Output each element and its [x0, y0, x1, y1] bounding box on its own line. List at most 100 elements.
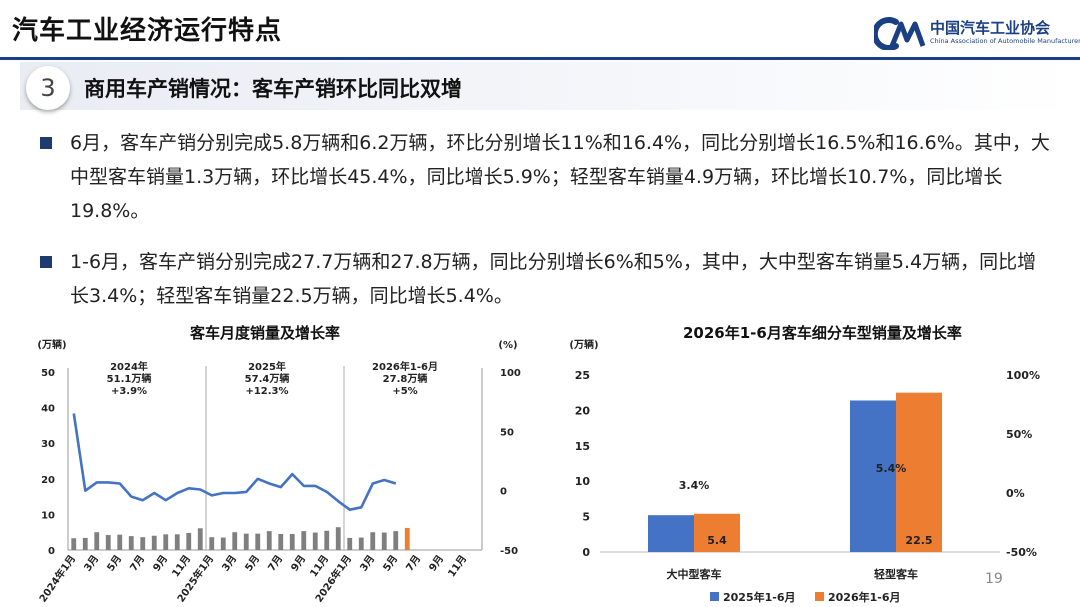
chart1-title: 客车月度销量及增长率 [190, 324, 341, 342]
growth-line [72, 413, 397, 511]
growth-label: 5.4% [876, 462, 907, 475]
sales-bar [105, 535, 111, 550]
x-tick-label: 7月 [128, 553, 148, 574]
annotation-text: 2026年1-6月 [372, 360, 438, 373]
annotation-text: +5% [392, 386, 417, 397]
monthly-sales-chart: (万辆) (%) 0 10 20 30 40 50 -50 0 50 100 2024年51.1万辆+3… [36, 338, 521, 605]
y2-tick-label: -50 [500, 546, 518, 557]
sales-bar [393, 531, 399, 550]
sales-bar [117, 534, 123, 550]
segment-sales-chart: (万辆)0510152025-50%0%50%100%5.43.4%大中型客车2… [569, 338, 1040, 604]
y-tick-label: 0 [582, 546, 590, 559]
x-tick-label: 9月 [289, 553, 309, 574]
y-tick-label: 40 [41, 404, 55, 415]
page-number: 19 [985, 571, 1003, 587]
sales-bar [324, 530, 330, 550]
cm-logo-icon [871, 17, 926, 51]
chart2-title: 2026年1-6月客车细分车型销量及增长率 [683, 324, 962, 342]
section-bar [20, 62, 1080, 110]
x-tick-label: 7月 [266, 553, 286, 574]
x-tick-label: 11月 [170, 553, 194, 579]
bullet-item: 6月，客车产销分别完成5.8万辆和6.2万辆，环比分别增长11%和16.4%，同… [40, 126, 1050, 228]
bullet-square-icon [40, 256, 52, 268]
section-title: 商用车产销情况：客车产销环比同比双增 [84, 77, 462, 101]
x-tick-label: 9月 [427, 553, 447, 574]
sales-bar [232, 532, 238, 550]
y2-tick-label: 100 [500, 368, 521, 379]
legend-swatch [815, 592, 824, 601]
segment-bar [648, 515, 694, 552]
segment-bar [896, 392, 942, 552]
left-unit-label: (万辆) [569, 338, 598, 351]
bullet-item: 1-6月，客车产销分别完成27.7万辆和27.8万辆，同比分别增长6%和5%，其… [40, 245, 1050, 313]
y-tick-label: 5 [582, 511, 590, 524]
y-tick-label: 50 [41, 368, 55, 379]
y-tick-label: 10 [41, 510, 55, 521]
bullet-text: 6月，客车产销分别完成5.8万辆和6.2万辆，环比分别增长11%和16.4%，同… [70, 132, 1050, 222]
section-number: 3 [26, 66, 70, 110]
bullet-square-icon [40, 137, 52, 149]
right-unit-label: (%) [498, 340, 517, 351]
sales-bar [404, 527, 410, 550]
y-tick-label: 0 [48, 546, 55, 557]
sales-bar [335, 527, 341, 550]
header: 汽车工业经济运行特点 中国汽车工业协会 China Association of… [0, 0, 1080, 60]
sales-bar [209, 537, 215, 550]
annotation-text: 57.4万辆 [245, 372, 290, 385]
x-tick-label: 5月 [243, 553, 263, 574]
category-label: 大中型客车 [667, 567, 722, 581]
sales-bar [370, 532, 376, 550]
sales-bar [243, 533, 249, 550]
sales-bar [266, 531, 272, 550]
bullet-text: 1-6月，客车产销分别完成27.7万辆和27.8万辆，同比分别增长6%和5%，其… [70, 251, 1037, 307]
y-tick-label: 15 [575, 440, 590, 453]
sales-bar [358, 537, 364, 550]
left-unit-label: (万辆) [37, 338, 66, 351]
logo: 中国汽车工业协会 China Association of Automobile… [871, 16, 1080, 52]
annotation-text: 2025年 [248, 360, 286, 373]
x-tick-label: 11月 [446, 553, 470, 579]
sales-bar [94, 532, 100, 550]
page-title: 汽车工业经济运行特点 [12, 16, 283, 46]
y2-tick-label: 100% [1006, 369, 1040, 382]
header-divider [0, 57, 1080, 60]
growth-label: 3.4% [679, 479, 710, 492]
annotation-text: +3.9% [111, 386, 147, 397]
sales-bar [381, 532, 387, 550]
x-tick-label: 3月 [82, 553, 102, 574]
sales-bar [128, 536, 134, 550]
y2-tick-label: 0 [500, 487, 507, 498]
legend-label: 2025年1-6月 [723, 590, 796, 604]
y-tick-label: 10 [575, 475, 591, 488]
segment-bar [694, 513, 740, 552]
sales-bar [140, 537, 146, 550]
x-tick-label: 2024年1月 [36, 552, 78, 604]
sales-bar [71, 538, 77, 550]
legend-swatch [710, 592, 719, 601]
sales-bar [197, 528, 203, 550]
y-tick-label: 20 [575, 404, 591, 417]
legend-label: 2026年1-6月 [828, 590, 901, 604]
y-tick-label: 25 [575, 369, 590, 382]
bar-value-label: 22.5 [905, 534, 932, 547]
y2-tick-label: 0% [1006, 487, 1025, 500]
sales-bar [151, 535, 157, 550]
sales-bar [255, 533, 261, 550]
x-tick-label: 5月 [381, 553, 401, 574]
logo-name: 中国汽车工业协会 [930, 19, 1051, 37]
sales-bar [220, 537, 226, 550]
y2-tick-label: 50% [1006, 428, 1032, 441]
y2-tick-label: -50% [1006, 546, 1037, 559]
sales-bar [82, 537, 88, 550]
x-tick-label: 9月 [151, 553, 171, 574]
x-tick-label: 7月 [404, 553, 424, 574]
x-tick-label: 3月 [358, 553, 378, 574]
category-label: 轻型客车 [874, 567, 918, 581]
annotation-text: 2024年 [110, 360, 148, 373]
x-tick-label: 11月 [308, 553, 332, 579]
y2-tick-label: 50 [500, 427, 514, 438]
segment-bar [850, 400, 896, 552]
sales-bar [278, 533, 284, 550]
sales-bar [174, 534, 180, 550]
sales-bar [163, 534, 169, 550]
